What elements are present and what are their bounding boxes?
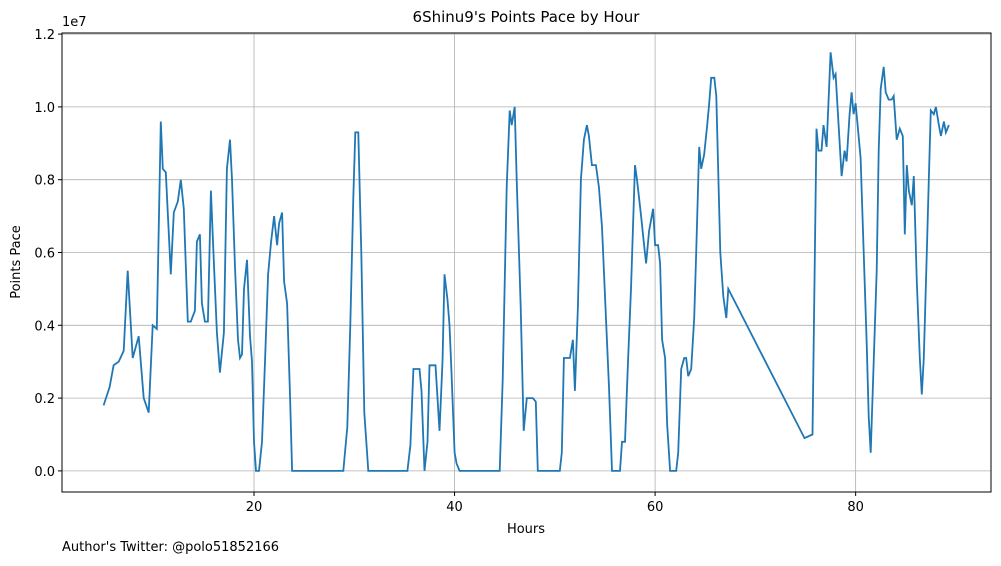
x-tick-label: 40 (446, 500, 463, 515)
x-axis-label: Hours (507, 522, 545, 537)
y-tick-label: 0.6 (34, 246, 55, 261)
y-offset-label: 1e7 (62, 15, 87, 30)
y-tick-label: 0.8 (34, 174, 55, 189)
x-tick-label: 80 (847, 500, 864, 515)
y-tick-label: 1.0 (34, 101, 55, 116)
x-tick-label: 20 (246, 500, 263, 515)
y-tick-label: 0.2 (34, 392, 55, 407)
x-tick-label: 60 (647, 500, 664, 515)
line-series (102, 52, 950, 472)
plot-frame (61, 32, 992, 493)
y-tick-label: 1.2 (34, 28, 55, 43)
chart-title: 6Shinu9's Points Pace by Hour (413, 8, 641, 26)
y-axis-label: Points Pace (9, 225, 24, 299)
footnote: Author's Twitter: @polo51852166 (62, 540, 279, 555)
y-tick-label: 0.4 (34, 319, 55, 334)
y-tick-label: 0.0 (34, 465, 55, 480)
